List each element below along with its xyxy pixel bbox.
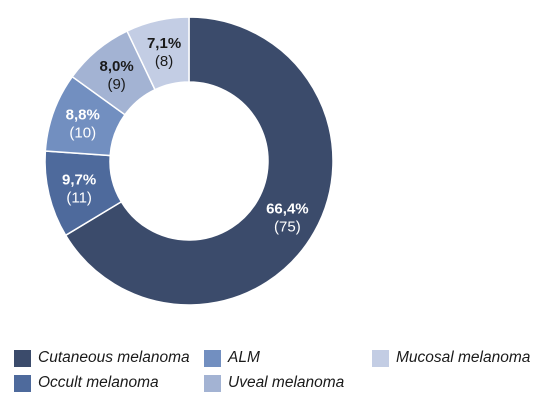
slice-percent-label: 9,7% bbox=[62, 171, 96, 188]
legend-item-cutaneous: Cutaneous melanoma bbox=[14, 349, 190, 367]
legend-label: Occult melanoma bbox=[38, 374, 159, 391]
legend-label: Cutaneous melanoma bbox=[38, 349, 190, 366]
slice-percent-label: 8,8% bbox=[66, 107, 100, 124]
slice-count-label: (9) bbox=[107, 76, 125, 93]
slice-count-label: (10) bbox=[69, 125, 96, 142]
legend-label: ALM bbox=[228, 349, 260, 366]
legend-swatch bbox=[204, 374, 221, 392]
legend-item-uveal: Uveal melanoma bbox=[204, 374, 344, 392]
legend-label: Mucosal melanoma bbox=[396, 349, 531, 366]
slice-count-label: (8) bbox=[155, 53, 173, 70]
legend: Cutaneous melanoma Occult melanoma ALM U… bbox=[0, 338, 550, 398]
slice-mucosal-melanoma bbox=[126, 16, 190, 91]
slice-count-label: (11) bbox=[66, 189, 92, 206]
legend-swatch bbox=[14, 349, 31, 367]
legend-swatch bbox=[372, 349, 389, 367]
legend-item-mucosal: Mucosal melanoma bbox=[372, 349, 530, 367]
legend-item-alm: ALM bbox=[204, 349, 260, 367]
slice-percent-label: 7,1% bbox=[147, 35, 181, 52]
legend-swatch bbox=[14, 374, 31, 392]
legend-swatch bbox=[204, 349, 221, 367]
slice-percent-label: 66,4% bbox=[266, 201, 309, 218]
slice-cutaneous-melanoma bbox=[64, 16, 334, 306]
slice-percent-label: 8,0% bbox=[100, 58, 134, 75]
legend-label: Uveal melanoma bbox=[228, 374, 345, 391]
donut-chart: 66,4%(75) 9,7%(11) 8,8%(10) 8,0%(9) 7,1%(8) bbox=[44, 16, 334, 306]
slice-count-label: (75) bbox=[274, 219, 301, 236]
legend-item-occult: Occult melanoma bbox=[14, 374, 159, 392]
